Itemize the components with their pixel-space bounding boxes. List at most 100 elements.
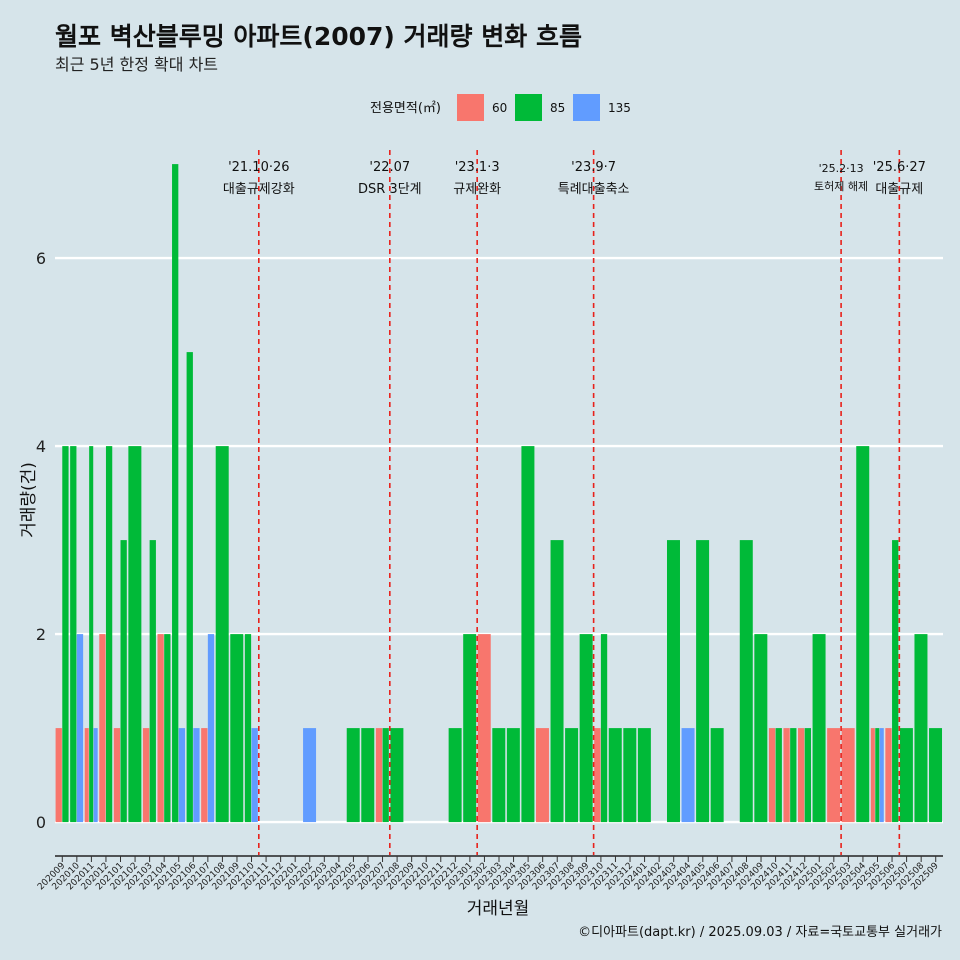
legend-swatch-85 — [515, 94, 542, 121]
legend-label-85: 85 — [550, 101, 565, 115]
x-axis-label: 거래년월 — [467, 899, 530, 919]
bar-202411-60 — [783, 728, 790, 823]
bar-202501-85 — [812, 634, 826, 823]
chart-caption: ©디아파트(dapt.kr) / 2025.09.03 / 자료=국토교통부 실… — [578, 925, 942, 940]
event-date-202502: '25.2·13 — [819, 162, 864, 175]
bar-202503-60 — [841, 728, 855, 823]
bar-202010-135 — [76, 634, 84, 823]
chart-subtitle: 최근 5년 한정 확대 차트 — [55, 55, 218, 74]
event-label-202207: DSR 3단계 — [358, 182, 422, 197]
bar-202301-85 — [463, 634, 477, 823]
bar-202311-85 — [608, 728, 622, 823]
bar-202202-135 — [303, 728, 317, 823]
bar-202208-85 — [390, 728, 404, 823]
bar-202412-85 — [804, 728, 812, 823]
event-date-202506: '25.6·27 — [873, 160, 926, 175]
bar-202109-85 — [230, 634, 244, 823]
event-label-202506: 대출규제 — [875, 182, 923, 197]
bar-202310-85 — [600, 634, 608, 823]
chart-title: 월포 벽산블루밍 아파트(2007) 거래량 변화 흐름 — [55, 22, 582, 51]
bar-202310-60 — [594, 728, 601, 823]
bar-202502-60 — [827, 728, 841, 823]
bar-202101-85 — [120, 540, 127, 823]
bar-202104-60 — [157, 634, 164, 823]
bar-202505-60 — [870, 728, 875, 823]
bar-202410-85 — [775, 728, 782, 823]
bar-202408-85 — [739, 540, 753, 823]
event-date-202309: '23.9·7 — [571, 160, 616, 175]
bar-202103-85 — [149, 540, 156, 823]
event-label-202301: 규제완화 — [453, 182, 501, 197]
bar-202110-85 — [244, 634, 252, 823]
bar-202411-85 — [790, 728, 797, 823]
bar-202307-85 — [550, 540, 564, 823]
bar-202106-85 — [186, 352, 193, 823]
bar-202101-60 — [113, 728, 121, 823]
bar-202011-135 — [93, 728, 98, 823]
bar-202506-60 — [885, 728, 892, 823]
bar-202102-85 — [128, 446, 142, 823]
legend-label-60: 60 — [492, 101, 507, 115]
bar-202010-85 — [70, 446, 77, 823]
bar-202509-85 — [929, 728, 943, 823]
bar-202108-85 — [215, 446, 229, 823]
bar-202305-85 — [521, 446, 535, 823]
bar-202506-85 — [892, 540, 899, 823]
bar-202406-85 — [710, 728, 724, 823]
bar-202405-85 — [696, 540, 710, 823]
bar-202012-85 — [105, 446, 113, 823]
bar-202103-60 — [142, 728, 150, 823]
bar-202404-135 — [681, 728, 695, 823]
bar-202105-135 — [178, 728, 186, 823]
y-tick-label: 6 — [36, 249, 46, 268]
event-date-202207: '22.07 — [369, 160, 410, 175]
bar-202309-85 — [579, 634, 593, 823]
bar-202012-60 — [99, 634, 106, 823]
bar-202306-60 — [535, 728, 549, 823]
bar-202412-60 — [798, 728, 805, 823]
bar-202504-85 — [856, 446, 870, 823]
legend-swatch-60 — [457, 94, 484, 121]
bar-202110-135 — [251, 728, 258, 823]
legend-swatch-135 — [573, 94, 600, 121]
bar-202207-60 — [375, 728, 383, 823]
event-label-202110: 대출규제강화 — [223, 182, 295, 197]
bar-202212-85 — [448, 728, 462, 823]
bar-202401-85 — [637, 728, 651, 823]
bar-202206-85 — [361, 728, 375, 823]
y-axis-label: 거래량(건) — [19, 462, 39, 538]
bar-202011-60 — [84, 728, 89, 823]
bar-202410-60 — [768, 728, 776, 823]
bar-202508-85 — [914, 634, 928, 823]
bar-202105-85 — [172, 164, 179, 823]
event-label-202309: 특례대출축소 — [558, 182, 630, 197]
legend-title: 전용면적(㎡) — [370, 101, 441, 116]
y-tick-label: 4 — [36, 437, 46, 456]
bar-202304-85 — [506, 728, 520, 823]
bar-202505-135 — [879, 728, 884, 823]
event-date-202301: '23.1·3 — [455, 160, 500, 175]
y-tick-label: 0 — [36, 813, 46, 832]
bar-202207-85 — [382, 728, 389, 823]
bar-202205-85 — [346, 728, 360, 823]
bar-202507-85 — [899, 728, 913, 823]
event-label-202502: 토허제 해제 — [814, 179, 868, 193]
bar-202009-85 — [62, 446, 69, 823]
bar-202104-85 — [164, 634, 171, 823]
bar-202303-85 — [492, 728, 506, 823]
bar-202505-85 — [875, 728, 880, 823]
legend-label-135: 135 — [608, 101, 631, 115]
bar-202403-85 — [666, 540, 680, 823]
bar-202011-85 — [89, 446, 94, 823]
bar-202302-60 — [477, 634, 491, 823]
bar-202107-135 — [207, 634, 215, 823]
bar-202009-60 — [55, 728, 62, 823]
bar-202409-85 — [754, 634, 768, 823]
y-tick-label: 2 — [36, 625, 46, 644]
bar-202106-135 — [193, 728, 200, 823]
bar-202107-60 — [201, 728, 208, 823]
bar-202312-85 — [623, 728, 637, 823]
event-date-202110: '21.10·26 — [228, 160, 289, 175]
